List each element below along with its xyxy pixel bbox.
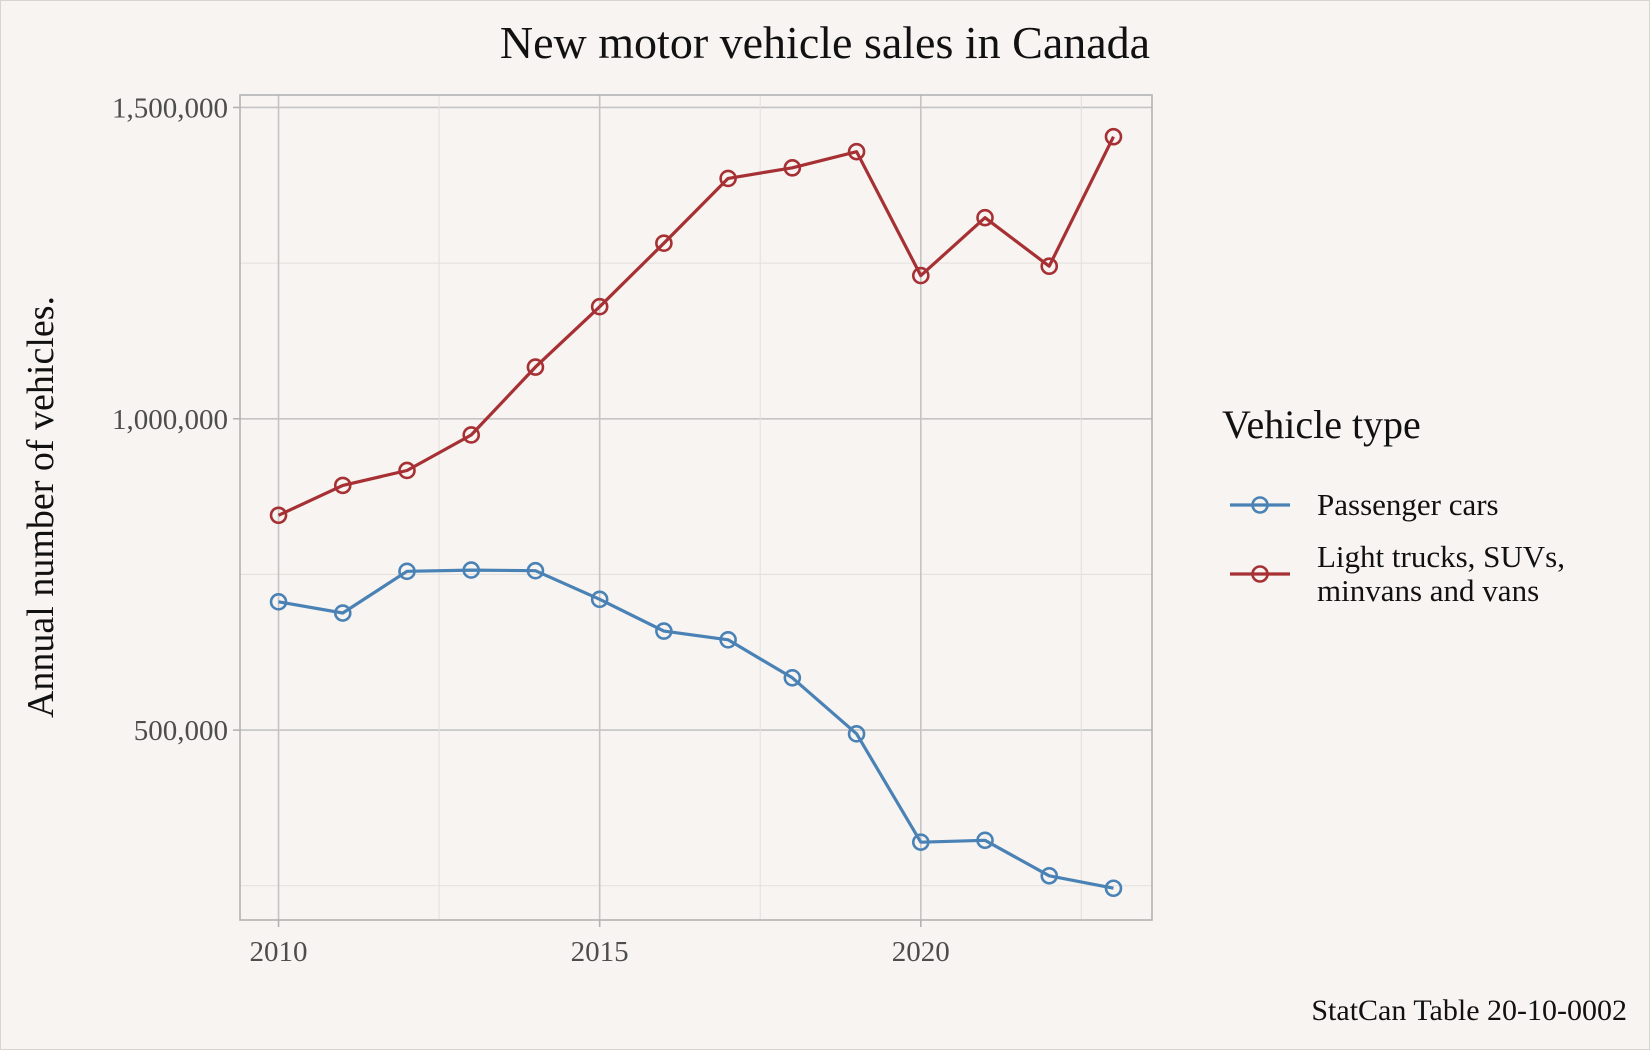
data-point [526, 358, 545, 376]
data-point [1040, 257, 1059, 276]
data-point [976, 831, 994, 850]
data-point [911, 266, 930, 285]
data-point [655, 234, 673, 252]
y-axis-label: Annual number of vehicles. [20, 296, 62, 718]
legend-item: Light trucks, SUVs, minvans and vans [1230, 539, 1565, 608]
y-tick-label: 500,000 [134, 715, 228, 747]
x-tick-label: 2010 [250, 936, 308, 968]
data-point [462, 561, 481, 579]
data-point [719, 169, 737, 188]
data-point [398, 562, 416, 581]
data-point [719, 631, 737, 649]
chart-caption: StatCan Table 20-10-0002 [1311, 994, 1627, 1027]
data-point [269, 506, 288, 525]
series-1 [269, 561, 1123, 898]
data-point [1104, 127, 1123, 146]
legend-label-line: minvans and vans [1317, 573, 1539, 608]
y-tick-label: 1,500,000 [112, 92, 228, 124]
data-point [269, 593, 288, 611]
legend-label: Light trucks, SUVs, minvans and vans [1317, 539, 1565, 608]
x-tick-label: 2020 [892, 936, 950, 968]
data-point [655, 622, 673, 640]
series-2 [269, 127, 1123, 525]
legend: Vehicle type Passenger cars Light trucks,… [1222, 402, 1565, 608]
data-point [847, 725, 866, 743]
data-point [1104, 879, 1123, 898]
chart-title: New motor vehicle sales in Canada [500, 17, 1150, 68]
data-point [783, 159, 802, 177]
data-point [398, 461, 416, 480]
legend-items: Passenger cars Light trucks, SUVs, minvans… [1230, 487, 1565, 608]
series-line [277, 135, 1115, 517]
legend-label-line: Light trucks, SUVs, [1317, 539, 1565, 574]
data-point [976, 208, 994, 227]
legend-label: Passenger cars [1317, 487, 1499, 522]
data-point [333, 476, 352, 495]
legend-key-point [1251, 496, 1269, 514]
series-line [278, 568, 1114, 890]
data-point [783, 668, 802, 687]
y-tick-label: 1,000,000 [112, 404, 228, 436]
x-tick-label: 2015 [571, 936, 629, 968]
gridlines [240, 95, 1152, 920]
plot-panel-border [239, 94, 1153, 921]
legend-item: Passenger cars [1230, 487, 1499, 522]
series-layer [269, 127, 1123, 898]
legend-title: Vehicle type [1222, 402, 1421, 447]
data-point [590, 590, 609, 609]
data-point [333, 604, 352, 622]
axis-ticks: 500,000 1,000,000 1,500,000 2010 2015 2020 [112, 92, 950, 968]
data-point [911, 833, 930, 851]
legend-key-point [1251, 565, 1269, 583]
data-point [526, 561, 545, 580]
data-point [847, 142, 866, 161]
data-point [590, 297, 609, 316]
data-point [1040, 866, 1059, 885]
legend-label-line: Passenger cars [1317, 487, 1499, 522]
data-point [462, 426, 481, 444]
